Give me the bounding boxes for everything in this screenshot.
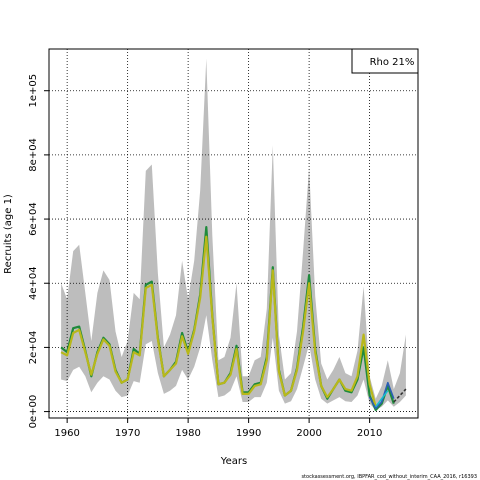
- series-line-3: [375, 390, 389, 408]
- series-line-1: [60, 235, 377, 408]
- y-tick-label: 0e+00: [28, 395, 39, 429]
- x-tick-label: 2000: [296, 428, 321, 439]
- x-tick-label: 1990: [236, 428, 261, 439]
- series-line-4: [393, 388, 407, 403]
- y-tick-label: 8e+04: [28, 138, 39, 172]
- y-tick-label: 4e+04: [28, 266, 39, 300]
- axis-layer: 1960 1970 1980 1990 2000 2010 0e+00 2e+04 4e+04 6…: [28, 74, 382, 439]
- series-layer: [60, 226, 407, 412]
- x-axis-title: Years: [220, 456, 247, 467]
- footnote: stockassessment.org, IBPFAR_cod_without_…: [301, 474, 477, 480]
- series-line-2: [368, 381, 395, 410]
- legend-label: Rho 21%: [370, 57, 415, 68]
- y-tick-label: 1e+05: [28, 74, 39, 108]
- legend-frame: [351, 48, 419, 74]
- confidence-band: [61, 58, 406, 410]
- y-axis-title: Recruits (age 1): [3, 194, 14, 274]
- confidence-band-layer: [61, 58, 406, 410]
- y-tick-label: 6e+04: [28, 202, 39, 236]
- legend-box: Rho 21%: [351, 48, 419, 74]
- y-tick-label: 2e+04: [28, 331, 39, 365]
- x-tick-label: 1970: [115, 428, 140, 439]
- x-tick-label: 2010: [357, 428, 382, 439]
- plot-frame: [48, 48, 419, 419]
- x-tick-label: 1960: [54, 428, 79, 439]
- x-tick-label: 1980: [175, 428, 200, 439]
